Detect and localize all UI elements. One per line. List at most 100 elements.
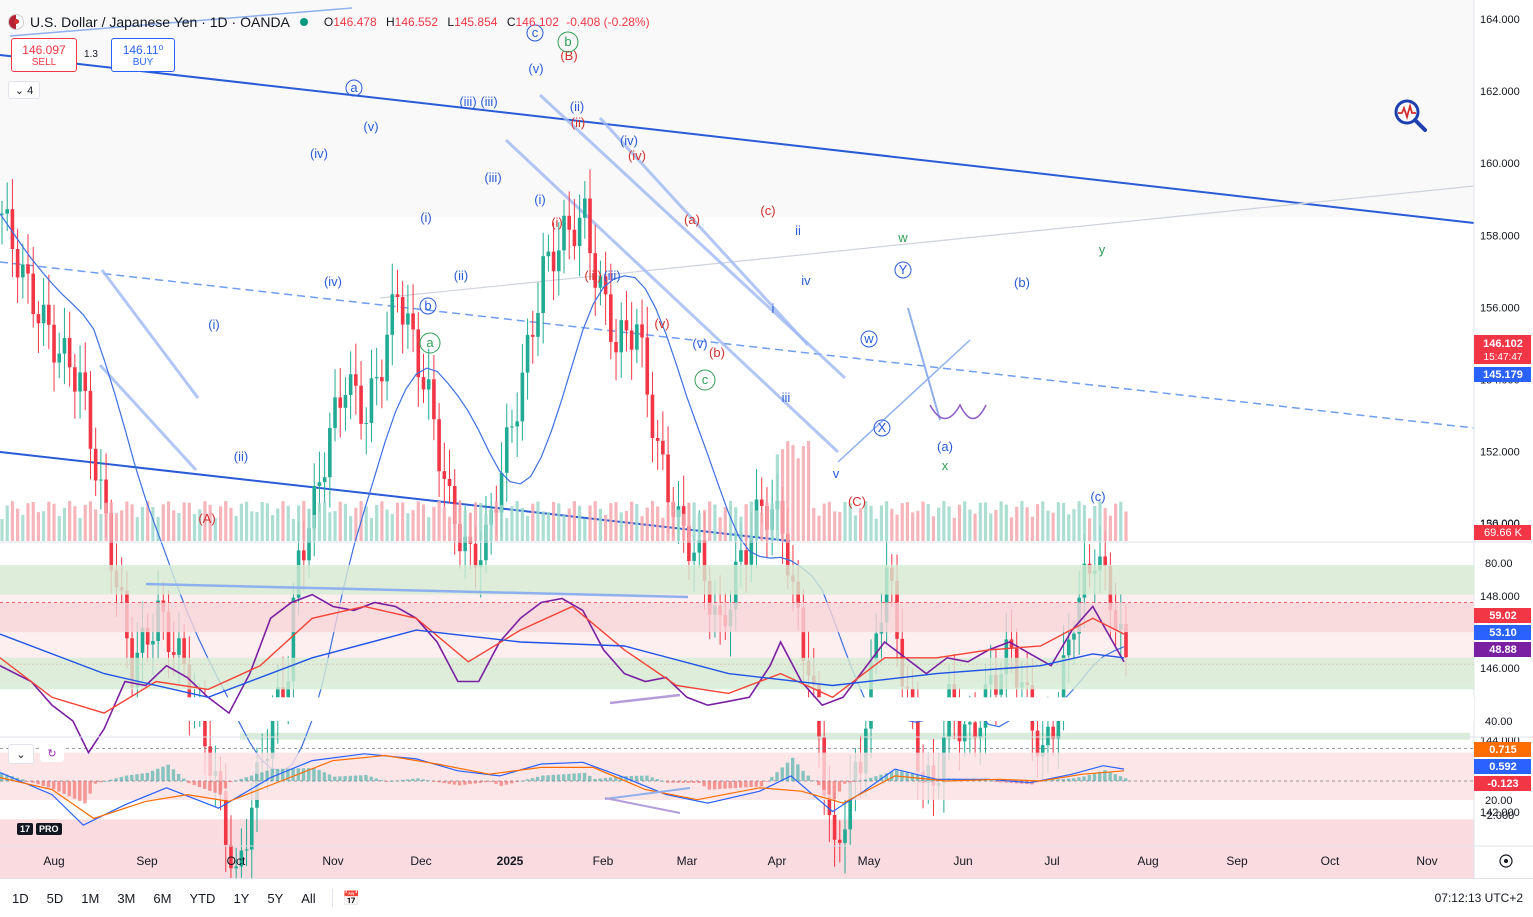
volume-bar-208 xyxy=(1082,505,1086,541)
time-tick-label-6: Feb xyxy=(593,854,614,868)
macd-hist-bar-165 xyxy=(858,780,863,782)
volume-bar-200 xyxy=(1041,501,1045,541)
rsi-ma-tag xyxy=(1474,608,1531,623)
rsi-series-2 xyxy=(0,629,1125,699)
rsi-tick-label-0: 80.00 xyxy=(1485,558,1513,570)
indicator-legend-toggle[interactable]: ⌄ 4 xyxy=(8,81,40,99)
wave-label-red-8: (c) xyxy=(760,203,775,218)
last-price-tag xyxy=(1474,335,1531,364)
volume-bar-214 xyxy=(1113,503,1118,541)
volume-bar-155 xyxy=(806,441,811,541)
wave-circle-blue-26 xyxy=(873,419,891,437)
candle-body-68 xyxy=(354,374,358,386)
volume-bar-75 xyxy=(390,513,394,541)
volume-bar-37 xyxy=(192,514,197,541)
volume-bar-160 xyxy=(832,511,837,541)
volume-bar-179 xyxy=(931,516,936,541)
volume-bar-216 xyxy=(1124,511,1128,541)
buy-button[interactable]: 146.11⁰ BUY xyxy=(111,38,175,72)
macd-hist-bar-156 xyxy=(811,780,816,782)
macd-hist-bar-204 xyxy=(1061,778,1065,781)
range-all[interactable]: All xyxy=(301,890,316,906)
wave-label-blue-3: (iv) xyxy=(310,146,328,161)
high-label: H xyxy=(385,15,395,29)
candle-body-8 xyxy=(41,304,46,324)
macd-hist-bar-23 xyxy=(119,776,124,781)
candle-body-132 xyxy=(687,525,691,562)
low-value: 145.854 xyxy=(454,15,498,29)
volume-bar-152 xyxy=(791,445,795,541)
sell-button[interactable]: 146.097 SELL xyxy=(11,38,77,72)
range-ytd[interactable]: YTD xyxy=(189,890,216,906)
wave-label-blue-16: (i) xyxy=(534,192,546,207)
macd-hist-bar-210 xyxy=(1092,773,1097,781)
range-1m[interactable]: 1M xyxy=(81,890,100,906)
volume-bar-32 xyxy=(166,501,171,541)
range-1d[interactable]: 1D xyxy=(12,890,29,906)
candle-body-79 xyxy=(411,313,415,330)
candle-body-203 xyxy=(1056,713,1061,739)
macd-hist-bar-52 xyxy=(270,769,274,781)
usd-jpy-flag-icon xyxy=(8,14,24,30)
volume-value-tag xyxy=(1474,525,1531,540)
volume-bar-49 xyxy=(255,512,259,541)
rsi-ma-label: 59.02 xyxy=(1489,610,1517,622)
volume-bar-157 xyxy=(817,515,821,541)
macd-hist-bar-87 xyxy=(452,781,457,785)
volume-bar-103 xyxy=(536,501,540,541)
wave-label-green-0: b xyxy=(564,34,571,49)
candle-body-103 xyxy=(536,313,540,337)
range-5d[interactable]: 5D xyxy=(46,890,64,906)
macd-hist-bar-74 xyxy=(385,781,389,782)
calendar-icon[interactable]: 📅 xyxy=(342,889,361,906)
wave-label-blue-21: i xyxy=(772,301,775,316)
logo-text: 17 xyxy=(17,823,34,835)
range-5y[interactable]: 5Y xyxy=(267,890,284,906)
macd-hist-bar-102 xyxy=(530,778,535,781)
wave-label-blue-4: (i) xyxy=(208,317,220,332)
macd-hist-bar-112 xyxy=(582,772,587,781)
low-label: L xyxy=(447,15,455,29)
magnifier-icon[interactable] xyxy=(1393,98,1427,132)
macd-hist-bar-6 xyxy=(31,781,35,783)
time-tick-label-1: Sep xyxy=(136,854,158,868)
time-tick-label-14: Oct xyxy=(1321,854,1340,868)
macd-hist-bar-66 xyxy=(343,776,347,781)
range-6m[interactable]: 6M xyxy=(153,890,172,906)
collapse-pane-chevron-down-icon[interactable]: ⌄ xyxy=(8,744,34,764)
range-3m[interactable]: 3M xyxy=(117,890,136,906)
candle-body-46 xyxy=(239,850,244,867)
volume-bar-59 xyxy=(307,508,311,541)
candle-body-20 xyxy=(104,479,108,514)
volume-bar-27 xyxy=(140,506,145,541)
volume-bar-191 xyxy=(994,510,998,541)
macd-hist-bar-65 xyxy=(338,776,342,781)
candle-body-80 xyxy=(416,329,421,378)
tradingview-logo[interactable]: 17 PRO xyxy=(14,819,62,836)
candle-body-4 xyxy=(21,264,25,278)
macd-hist-bar-125 xyxy=(650,777,654,781)
refresh-icon[interactable]: ↻ xyxy=(40,744,64,762)
volume-bar-154 xyxy=(801,446,805,541)
candle-body-159 xyxy=(827,795,832,816)
dashed-trendline xyxy=(0,261,1475,429)
candle-body-111 xyxy=(577,217,582,247)
volume-bar-213 xyxy=(1108,515,1112,541)
utc-clock[interactable]: 07:12:13 UTC+2 xyxy=(1434,891,1523,905)
volume-bar-105 xyxy=(546,511,550,541)
macd-hist-bar-154 xyxy=(801,770,805,781)
volume-bar-53 xyxy=(276,508,280,541)
ma-value-label: 145.179 xyxy=(1483,369,1523,381)
range-1y[interactable]: 1Y xyxy=(233,890,250,906)
macd-hist-bar-167 xyxy=(869,777,873,781)
candle-body-125 xyxy=(650,394,655,438)
macd-hist-bar-189 xyxy=(983,780,987,781)
volume-bar-33 xyxy=(172,510,176,541)
symbol-title[interactable]: U.S. Dollar / Japanese Yen · 1D · OANDA xyxy=(30,14,290,30)
macd-hist-bar-85 xyxy=(442,781,446,784)
rsi-series-1 xyxy=(0,605,1125,714)
macd-hist-bar-14 xyxy=(72,781,77,799)
wave-label-red-9: (C) xyxy=(848,494,866,509)
macd-hist-bar-141 xyxy=(733,781,738,789)
